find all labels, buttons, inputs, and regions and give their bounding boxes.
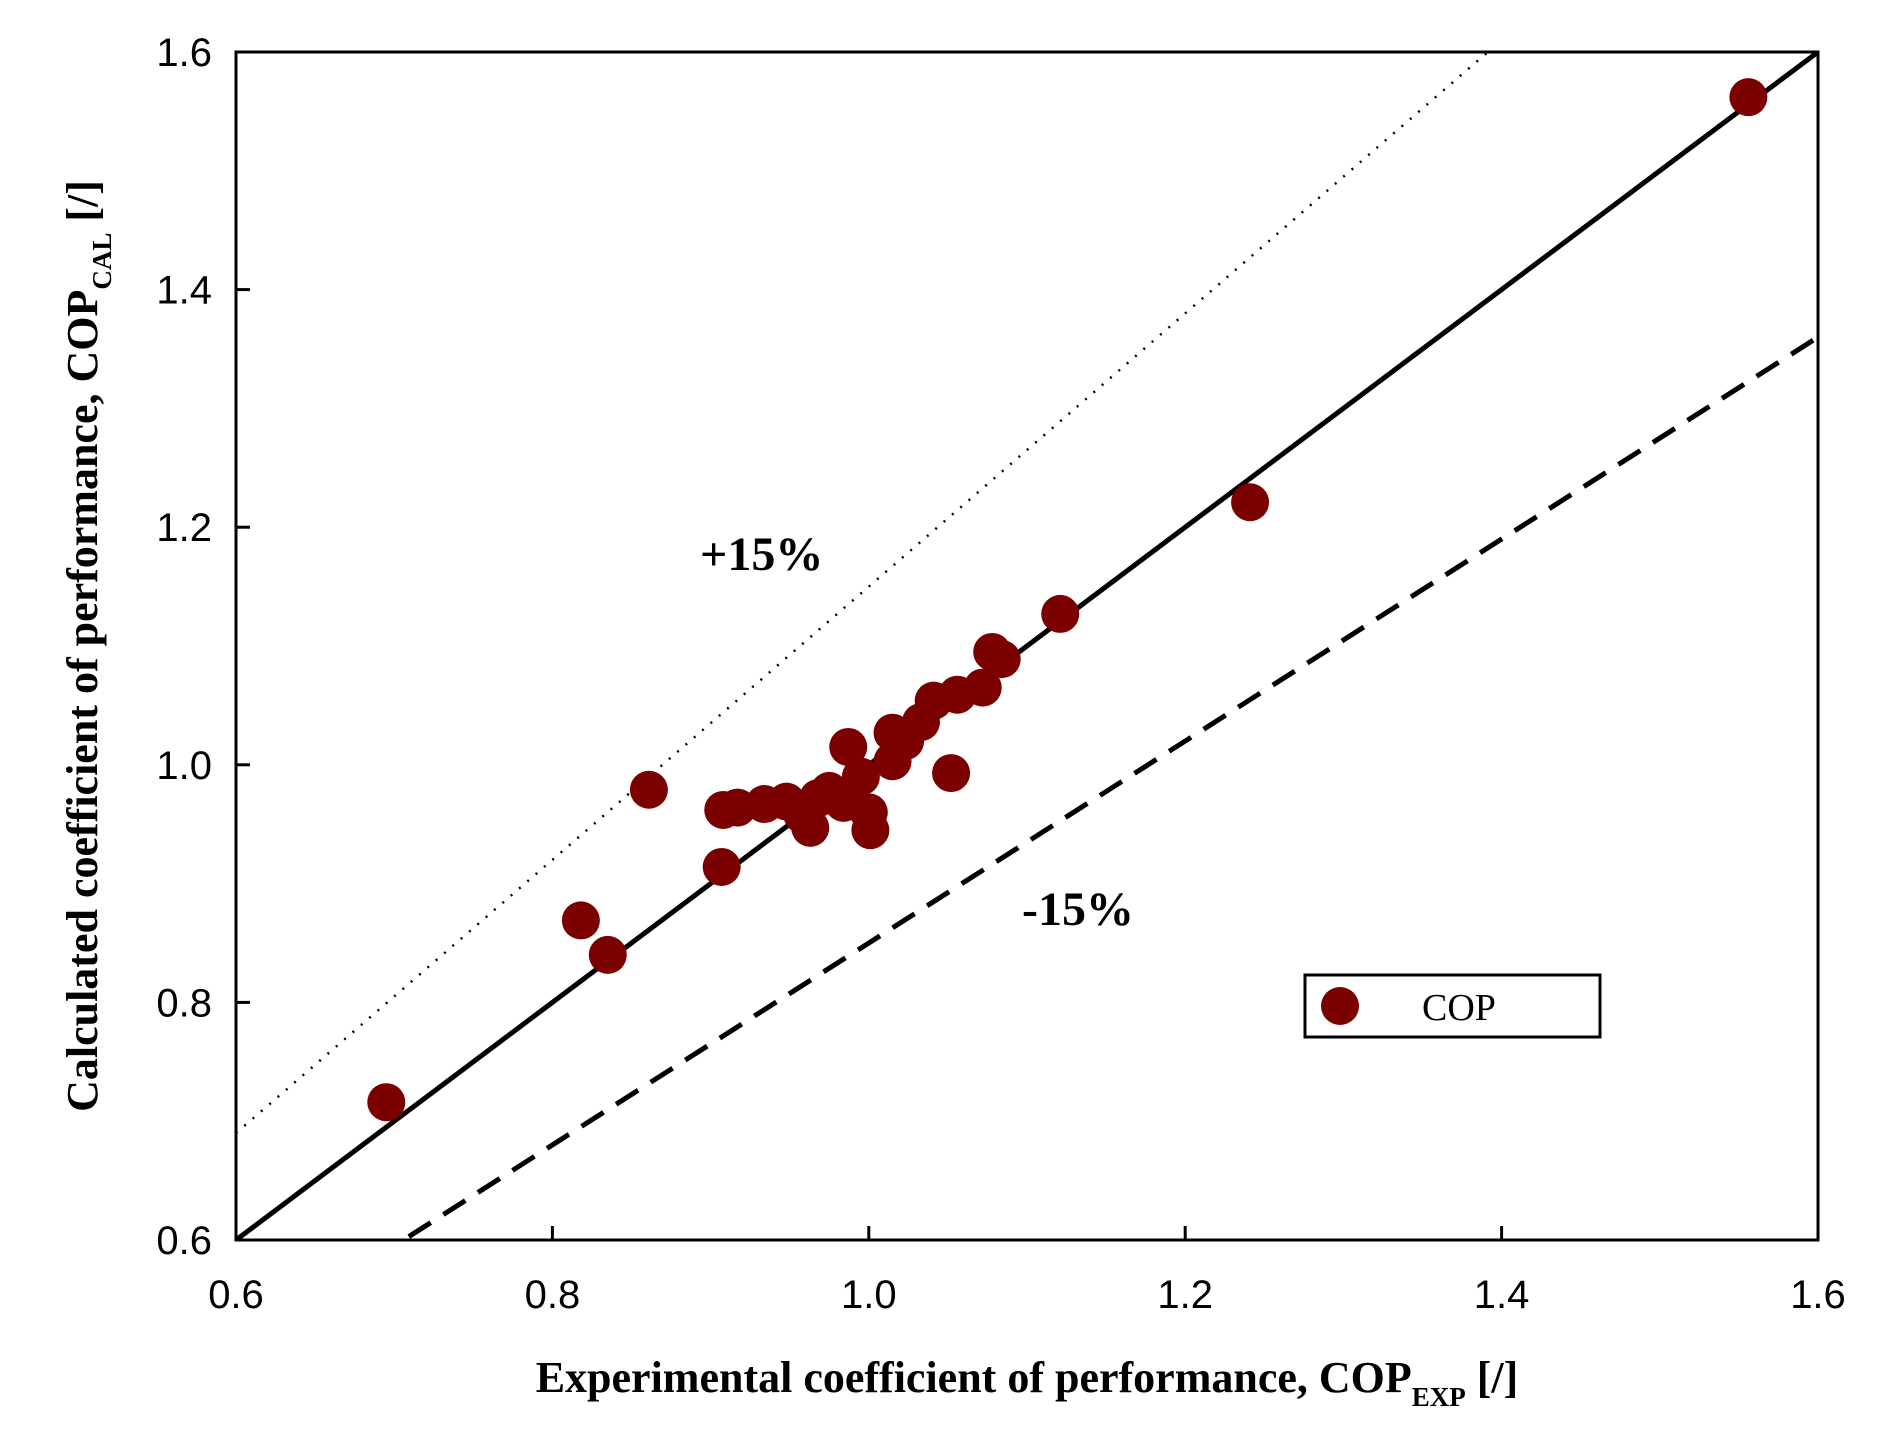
- data-point: [791, 808, 830, 847]
- x-axis: 0.6 0.8 1.0 1.2 1.4 1.6: [208, 1226, 1846, 1317]
- data-point: [982, 640, 1021, 679]
- data-point: [841, 757, 880, 796]
- legend: COP: [1303, 973, 1602, 1039]
- x-axis-title-unit: [/]: [1466, 1353, 1519, 1402]
- data-point: [932, 754, 971, 793]
- plot-frame: [234, 50, 1820, 1242]
- y-axis: 0.6 0.8 1.0 1.2 1.4 1.6: [156, 31, 250, 1263]
- legend-marker: [1321, 987, 1359, 1025]
- y-tick-label: 0.6: [156, 1219, 212, 1263]
- y-tick-label: 1.0: [156, 744, 212, 788]
- reference-line-dotted: [236, 52, 1490, 1135]
- y-tick-label: 1.4: [156, 269, 212, 313]
- data-point: [829, 727, 868, 766]
- reference-line-dashed: [398, 335, 1818, 1240]
- data-point: [1231, 483, 1270, 522]
- x-axis-title: Experimental coefficient of performance,…: [536, 1353, 1519, 1412]
- x-axis-title-main: Experimental coefficient of performance,…: [536, 1353, 1412, 1402]
- reference-lines: [236, 52, 1818, 1240]
- data-point: [851, 811, 890, 850]
- reference-line-solid: [236, 52, 1818, 1240]
- data-point: [367, 1083, 406, 1122]
- y-tick-label: 0.8: [156, 981, 212, 1025]
- x-tick-label: 1.2: [1157, 1273, 1213, 1317]
- y-axis-title: Calculated coefficient of performance, C…: [58, 180, 117, 1112]
- data-points: [367, 78, 1768, 1122]
- annotation-plus-15: +15%: [700, 528, 823, 581]
- data-point: [588, 935, 627, 974]
- x-axis-title-subscript: EXP: [1412, 1382, 1466, 1412]
- y-axis-title-main: Calculated coefficient of performance, C…: [58, 290, 107, 1112]
- y-axis-title-unit: [/]: [58, 180, 107, 233]
- x-tick-label: 1.0: [841, 1273, 897, 1317]
- y-tick-label: 1.2: [156, 506, 212, 550]
- x-tick-label: 1.6: [1790, 1273, 1846, 1317]
- data-point: [702, 847, 741, 886]
- y-axis-title-subscript: CAL: [87, 233, 117, 290]
- x-tick-label: 0.8: [525, 1273, 581, 1317]
- annotation-minus-15: -15%: [1022, 883, 1134, 936]
- data-point: [561, 901, 600, 940]
- x-tick-label: 0.6: [208, 1273, 264, 1317]
- data-point: [629, 770, 668, 809]
- data-point: [1729, 78, 1768, 117]
- data-point: [963, 668, 1002, 707]
- data-point: [1041, 594, 1080, 633]
- legend-label: COP: [1422, 987, 1496, 1029]
- x-tick-label: 1.4: [1474, 1273, 1530, 1317]
- y-tick-label: 1.6: [156, 31, 212, 75]
